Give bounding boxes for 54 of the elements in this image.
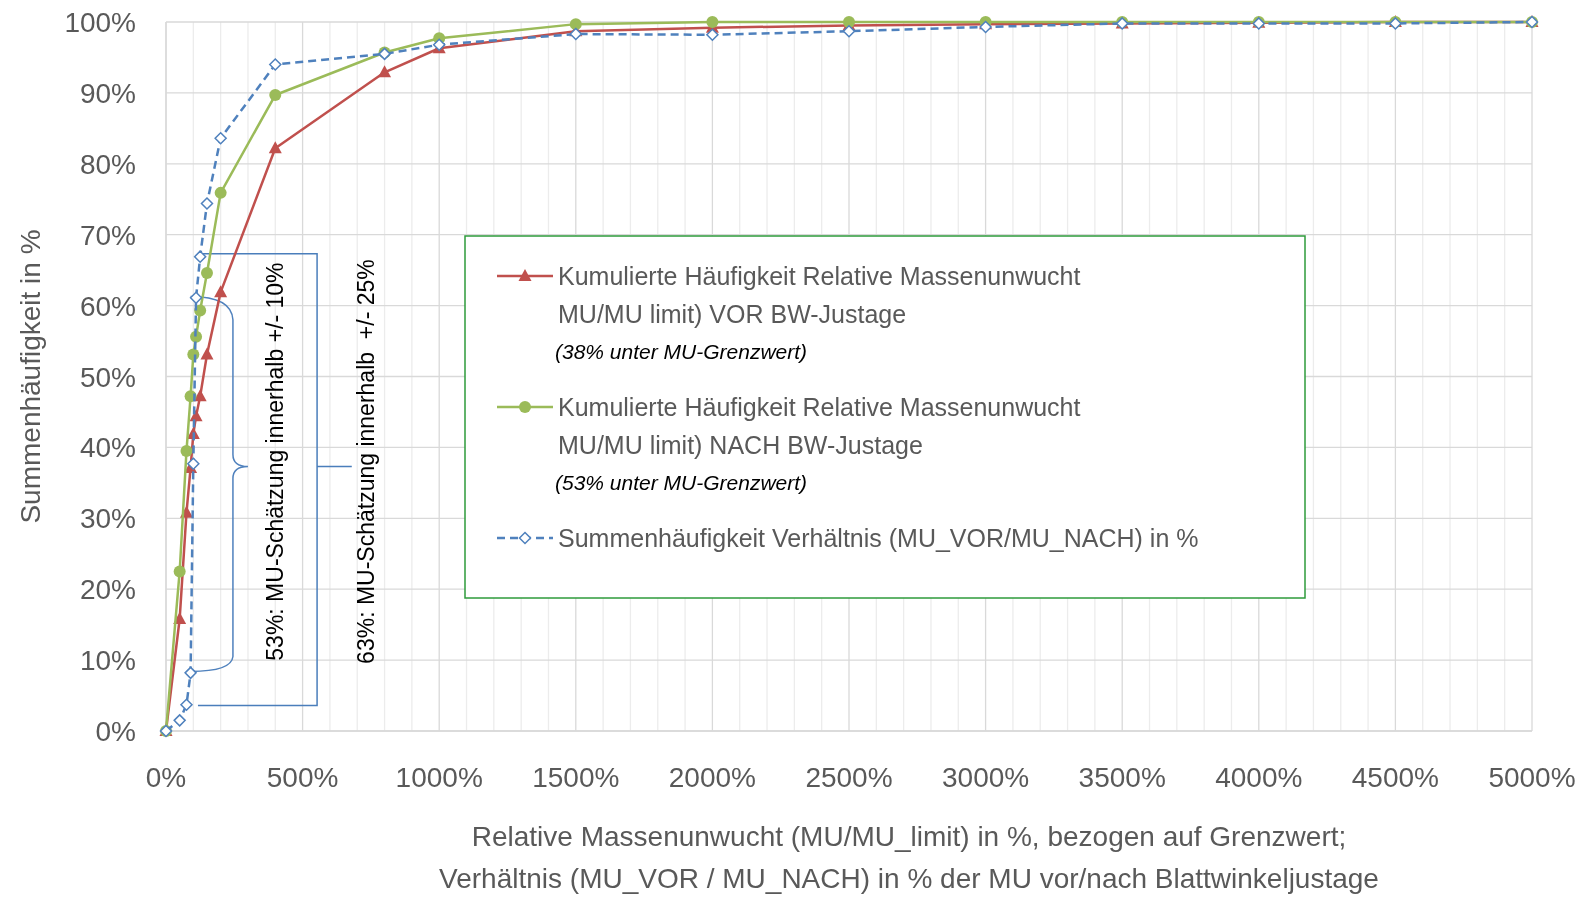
point [269,58,282,71]
x-tick-label: 3500% [1078,762,1166,793]
x-tick-label: 2000% [668,762,756,793]
point [214,132,227,145]
x-tick-label: 4500% [1351,762,1439,793]
point [184,666,197,680]
point [173,565,186,578]
y-tick-label: 0% [95,716,136,747]
point [842,24,856,38]
annotation: 53%: MU-Schätzung innerhalb +/- 10% [262,262,289,661]
point [214,186,227,199]
y-tick-label: 90% [79,77,136,109]
x-tick-label: 500% [266,762,339,793]
point [268,141,282,154]
point [706,28,719,42]
x-tick-label: 3000% [942,762,1030,793]
legend-label: Kumulierte Häufigkeit Relative Massenunwucht MU/MU limit) VOR BW-Justage [558,262,1081,328]
y-tick-label: 10% [79,645,136,677]
point [189,291,203,305]
point [569,18,582,31]
y-tick-label: 40% [79,432,136,464]
x-tick-label: 1500% [532,762,620,793]
point [569,27,583,41]
point [180,444,193,457]
point [200,347,214,360]
point [180,698,193,712]
annotation: 63%: MU-Schätzung innerhalb +/- 25% [352,259,379,664]
y-tick-label: 50% [79,361,136,393]
point [269,89,282,102]
x-axis-title: Relative Massenunwucht (MU/MU_limit) in %, bezogen auf Grenzwert; Verhältnis (MU_VOR / MU_NACH) in % der MU vor/nach Blattwinkeljustage [439,821,1379,894]
y-tick-label: 80% [79,148,136,180]
point [979,20,992,34]
annotation: (38% unter MU-Grenzwert) [555,340,808,363]
y-tick-label: 30% [79,503,136,535]
y-tick-label: 60% [79,290,136,322]
y-tick-label: 70% [79,219,136,251]
point [214,285,228,298]
y-tick-label: 20% [79,574,136,606]
point [200,197,214,210]
x-tick-label: 2500% [805,762,893,793]
legend-label: Summenhäufigkeit Verhältnis (MU_VOR/MU_NACH) in % [558,524,1199,552]
annotation: (53% unter MU-Grenzwert) [555,471,808,494]
point [193,250,207,263]
x-tick-label: 4000% [1215,762,1303,793]
point [173,714,186,727]
point [706,16,719,28]
y-tick-label: 100% [64,7,136,38]
x-tick-label: 5000% [1488,762,1576,793]
legend-label: Kumulierte Häufigkeit Relative Massenunwucht MU/MU limit) NACH BW-Justage [558,393,1081,459]
x-tick-label: 0% [145,762,187,793]
point [200,266,213,279]
y-axis-title: Summenhäufigkeit in % [15,229,46,524]
point [378,65,392,78]
x-tick-label: 1000% [395,762,483,793]
